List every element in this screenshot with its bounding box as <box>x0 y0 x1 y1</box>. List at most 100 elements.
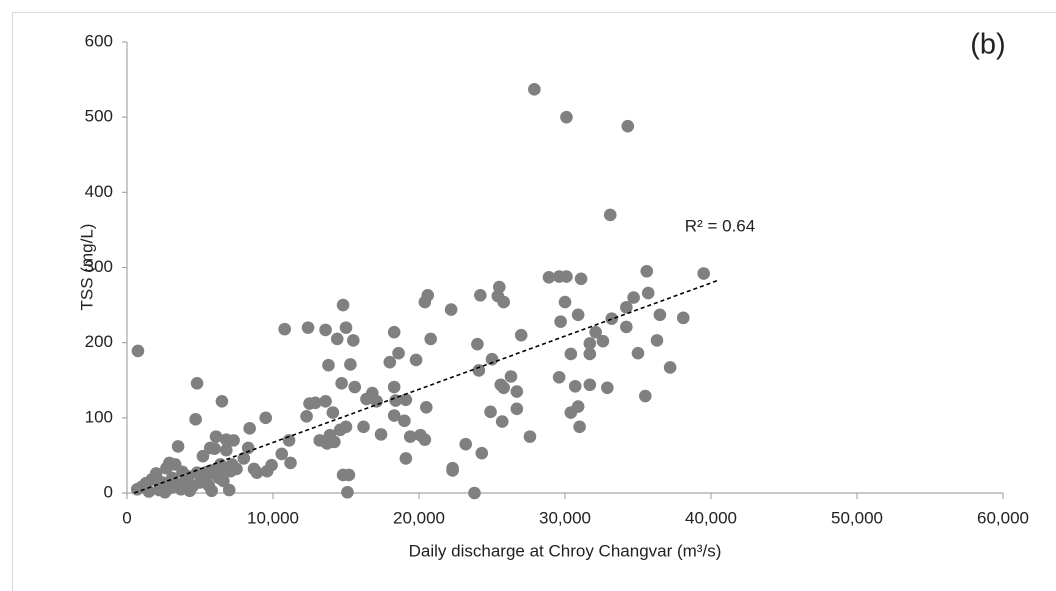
data-point <box>313 434 327 447</box>
data-point <box>383 355 397 369</box>
data-point <box>202 479 216 492</box>
data-point <box>190 376 204 390</box>
data-point <box>560 110 573 124</box>
data-point <box>627 291 640 304</box>
data-point <box>620 301 633 314</box>
data-point <box>398 414 411 428</box>
data-point <box>542 270 556 284</box>
data-point <box>222 483 236 497</box>
data-point <box>387 380 401 394</box>
data-point <box>641 286 655 300</box>
data-point <box>387 409 401 422</box>
data-point <box>676 311 690 325</box>
data-point <box>217 474 230 488</box>
annotation: R² = 0.64 <box>685 216 755 235</box>
data-point <box>589 325 602 339</box>
x-tick-label: 50,000 <box>831 508 883 527</box>
data-point <box>418 433 432 446</box>
data-point <box>339 321 353 334</box>
data-point <box>444 303 458 316</box>
x-tick-label: 40,000 <box>685 508 737 527</box>
data-point <box>620 320 633 334</box>
data-point <box>360 392 373 406</box>
data-point <box>573 420 586 434</box>
data-point <box>399 393 413 407</box>
data-point <box>300 410 313 423</box>
data-point <box>472 364 486 377</box>
data-point <box>259 411 273 425</box>
data-point <box>326 406 340 419</box>
data-point <box>409 353 423 367</box>
y-tick-label: 600 <box>85 31 113 50</box>
data-point <box>196 449 210 463</box>
data-point <box>471 337 484 351</box>
data-point <box>309 396 322 410</box>
data-point <box>554 315 567 328</box>
data-point <box>278 322 291 336</box>
data-point <box>370 394 383 408</box>
data-point <box>301 321 315 334</box>
data-point <box>583 378 597 392</box>
data-point <box>583 337 597 350</box>
data-point <box>241 441 255 455</box>
y-axis-label: TSS (mg/L) <box>77 224 96 311</box>
data-point <box>319 394 332 408</box>
data-point <box>335 376 348 390</box>
y-tick-label: 400 <box>85 182 113 201</box>
data-point <box>392 346 405 360</box>
data-point <box>514 328 528 342</box>
y-tick-label: 100 <box>85 407 113 426</box>
data-point <box>209 430 223 443</box>
data-point <box>510 385 524 398</box>
data-point <box>183 484 197 498</box>
data-point <box>424 332 437 346</box>
data-point <box>219 443 233 457</box>
data-point <box>504 370 518 383</box>
data-point <box>497 295 510 309</box>
data-point <box>131 344 145 358</box>
data-point <box>663 361 677 374</box>
data-point <box>260 464 274 478</box>
data-point <box>558 295 572 309</box>
data-point <box>631 346 645 360</box>
data-point <box>528 83 541 96</box>
y-tick-label: 500 <box>85 107 113 126</box>
data-point <box>560 270 573 283</box>
data-point <box>344 358 357 371</box>
data-point <box>596 334 610 348</box>
data-point <box>250 466 264 480</box>
data-point <box>237 452 251 465</box>
data-point <box>420 401 433 414</box>
data-point <box>621 119 635 133</box>
data-point <box>319 323 332 337</box>
data-point <box>399 452 413 465</box>
data-point <box>230 462 243 476</box>
data-point <box>564 347 578 361</box>
data-point <box>348 380 362 394</box>
y-tick-label: 0 <box>104 482 113 501</box>
data-point <box>342 468 356 482</box>
data-point <box>552 370 566 384</box>
data-point <box>568 379 582 393</box>
data-point <box>605 312 619 325</box>
data-point <box>484 405 497 419</box>
data-point <box>339 420 353 434</box>
data-point <box>418 295 432 309</box>
data-point <box>357 420 370 434</box>
data-point <box>564 406 578 419</box>
data-point <box>583 347 597 361</box>
data-point <box>697 267 710 280</box>
data-point <box>219 433 233 446</box>
x-tick-label: 10,000 <box>247 508 299 527</box>
data-point <box>571 308 585 322</box>
data-point <box>171 440 185 453</box>
data-point <box>523 430 537 443</box>
data-point <box>387 325 401 339</box>
chart-frame <box>12 12 1056 591</box>
data-point <box>497 381 510 395</box>
data-point <box>650 334 664 347</box>
data-point <box>475 446 489 460</box>
data-point <box>653 308 667 322</box>
data-point <box>640 264 654 278</box>
